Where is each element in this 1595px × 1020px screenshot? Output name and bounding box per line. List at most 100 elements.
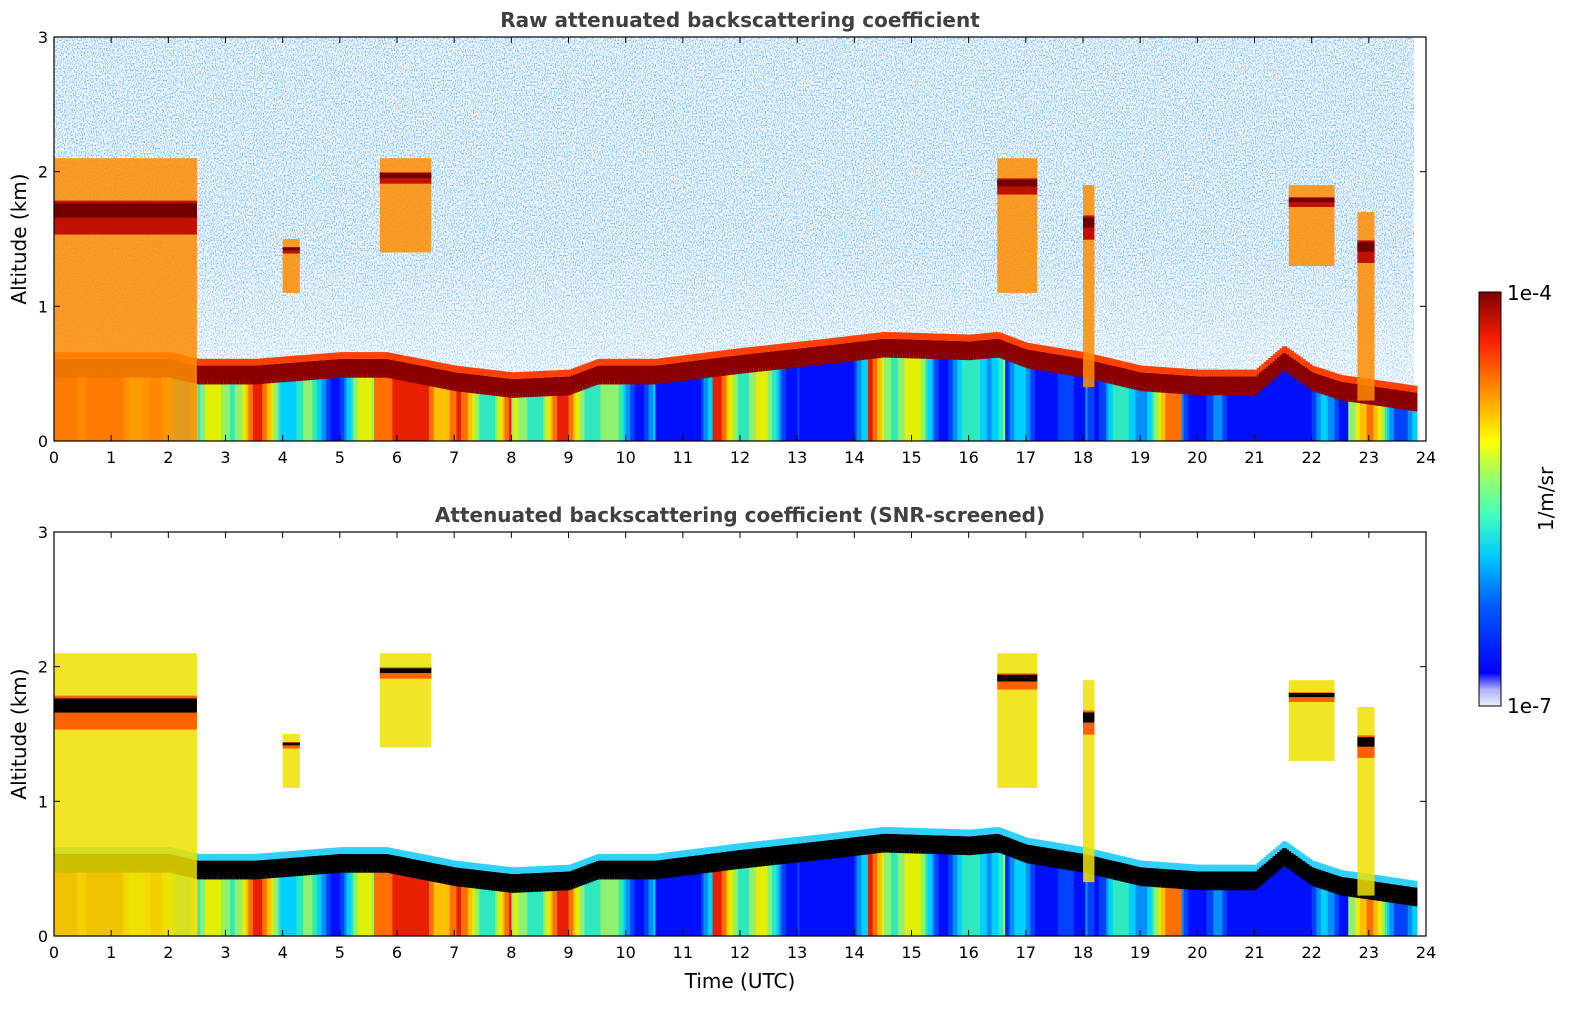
boundary-layer-edge — [765, 840, 769, 848]
aerosol-column — [1103, 873, 1107, 936]
aerosol-column — [1355, 893, 1358, 936]
boundary-layer-band — [566, 376, 570, 396]
boundary-layer-band — [454, 372, 458, 392]
aerosol-column — [666, 873, 670, 936]
aerosol-column — [822, 855, 826, 936]
boundary-layer-band — [323, 855, 327, 874]
boundary-layer-edge — [275, 852, 279, 859]
boundary-layer-edge — [536, 866, 540, 873]
aerosol-column — [271, 379, 275, 441]
aerosol-column — [364, 373, 368, 441]
x-tick-label: 18 — [1073, 943, 1093, 962]
boundary-layer-edge — [707, 352, 711, 359]
aerosol-column — [284, 377, 288, 441]
boundary-layer-band — [1158, 868, 1162, 888]
boundary-layer-edge — [451, 860, 455, 867]
boundary-layer-band — [371, 853, 375, 873]
boundary-layer-edge — [465, 366, 469, 374]
boundary-layer-band — [742, 354, 746, 374]
boundary-layer-edge — [1336, 868, 1340, 876]
aerosol-column — [440, 879, 444, 936]
aerosol-column — [765, 366, 769, 441]
boundary-layer-band — [801, 348, 805, 367]
boundary-layer-band — [758, 352, 762, 372]
boundary-layer-edge — [1254, 864, 1258, 872]
aerosol-column — [1277, 371, 1281, 441]
boundary-layer-edge — [879, 827, 883, 835]
boundary-layer-band — [829, 344, 833, 364]
boundary-layer-edge — [790, 837, 794, 845]
boundary-layer-band — [1208, 376, 1212, 396]
boundary-layer-band — [328, 359, 332, 379]
aerosol-column — [1387, 898, 1391, 936]
boundary-layer-edge — [1034, 344, 1038, 351]
boundary-layer-edge — [515, 867, 519, 874]
boundary-layer-edge — [506, 866, 510, 874]
boundary-layer-band — [310, 361, 313, 381]
aerosol-column — [941, 355, 945, 441]
x-tick-label: 9 — [563, 448, 573, 467]
boundary-layer-band — [904, 339, 908, 359]
boundary-layer-band — [339, 853, 343, 873]
aerosol-column — [1316, 883, 1320, 936]
boundary-layer-band — [877, 834, 881, 854]
boundary-layer-edge — [348, 352, 352, 359]
aerosol-column — [1163, 388, 1166, 441]
aerosol-column — [1201, 886, 1205, 936]
boundary-layer-band — [703, 359, 707, 379]
boundary-layer-edge — [856, 335, 860, 342]
boundary-layer-band — [680, 857, 684, 877]
aerosol-column — [961, 355, 965, 441]
boundary-layer-band — [726, 851, 730, 871]
boundary-layer-band — [282, 363, 286, 383]
aerosol-column — [1181, 390, 1185, 441]
boundary-layer-band — [916, 834, 919, 854]
aerosol-column — [493, 391, 496, 441]
boundary-layer-band — [431, 862, 435, 882]
boundary-layer-band — [625, 365, 629, 385]
aerosol-column — [1128, 879, 1132, 936]
boundary-layer-band — [945, 340, 949, 360]
boundary-layer-edge — [504, 866, 508, 874]
aerosol-column — [1094, 871, 1098, 936]
aerosol-column — [742, 864, 746, 936]
aerosol-column — [783, 364, 787, 441]
boundary-layer-edge — [490, 369, 494, 377]
boundary-layer-edge — [589, 856, 592, 864]
aerosol-column — [447, 880, 451, 936]
boundary-layer-band — [252, 860, 256, 880]
boundary-layer-edge — [1096, 850, 1100, 858]
aerosol-column — [456, 387, 460, 441]
boundary-layer-edge — [424, 854, 428, 862]
boundary-layer-band — [1163, 868, 1166, 888]
boundary-layer-edge — [1256, 862, 1260, 870]
boundary-layer-band — [712, 853, 716, 873]
aerosol-column — [1007, 357, 1011, 441]
aerosol-column — [273, 873, 277, 936]
boundary-layer-band — [801, 843, 805, 862]
boundary-layer-edge — [682, 850, 686, 857]
boundary-layer-band — [975, 340, 979, 360]
boundary-layer-band — [1343, 877, 1347, 897]
boundary-layer-band — [557, 376, 560, 396]
aerosol-column — [1032, 860, 1036, 936]
aerosol-column — [348, 868, 352, 936]
boundary-layer-edge — [1238, 864, 1242, 872]
aerosol-column — [717, 372, 721, 441]
boundary-layer-band — [1172, 869, 1176, 889]
boundary-layer-band — [991, 339, 995, 359]
x-tick-label: 10 — [615, 943, 635, 962]
aerosol-column — [1046, 367, 1050, 441]
boundary-layer-band — [545, 377, 549, 397]
aerosol-column — [984, 354, 988, 441]
boundary-layer-band — [280, 858, 284, 878]
boundary-layer-band — [904, 834, 908, 854]
boundary-layer-edge — [952, 829, 956, 836]
boundary-layer-edge — [417, 853, 421, 861]
aerosol-column — [332, 869, 336, 936]
boundary-layer-band — [797, 843, 801, 863]
boundary-layer-edge — [525, 371, 528, 379]
aerosol-column — [1110, 875, 1114, 936]
boundary-layer-edge — [1064, 844, 1068, 851]
boundary-layer-edge — [337, 352, 341, 360]
